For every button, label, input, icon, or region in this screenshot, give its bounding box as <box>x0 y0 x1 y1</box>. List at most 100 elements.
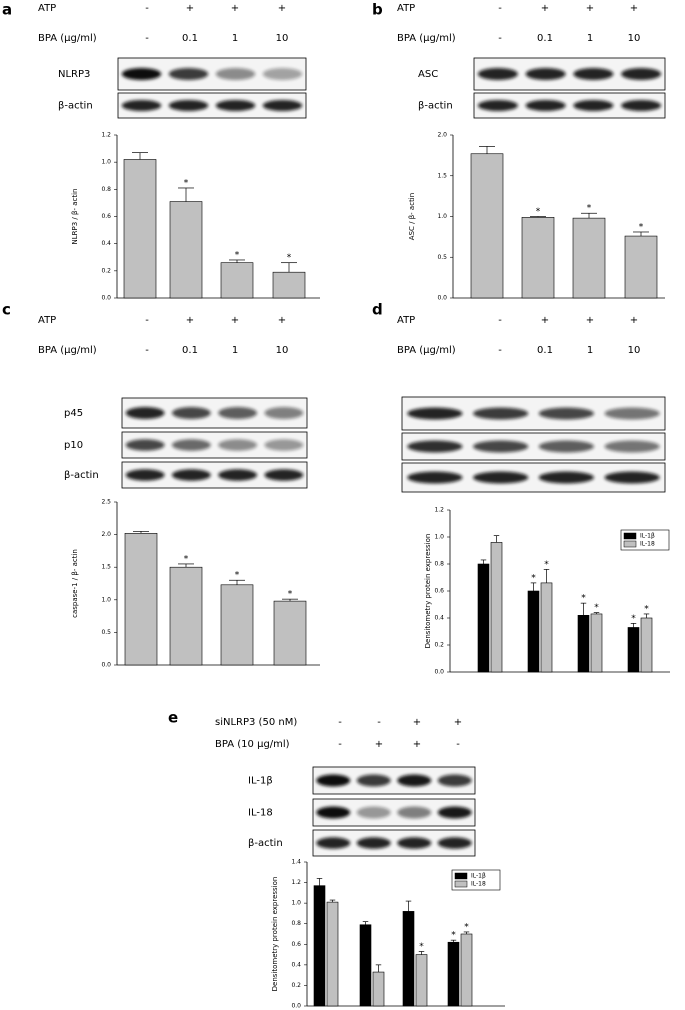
error-bar <box>418 951 425 955</box>
band-label: β-actin <box>58 101 93 112</box>
blot-band <box>168 68 209 80</box>
bar <box>640 617 653 673</box>
error-bar <box>281 262 297 273</box>
y-tick-label: 0.8 <box>101 186 111 193</box>
y-tick-label: 1.2 <box>434 507 444 514</box>
error-bar <box>493 535 500 543</box>
blot-band <box>356 806 391 819</box>
y-tick-label: 0.8 <box>434 561 444 568</box>
blot-band <box>397 837 432 849</box>
y-tick-label: 1.0 <box>434 534 444 541</box>
blot-band <box>356 774 391 787</box>
legend-swatch <box>623 532 637 540</box>
blot-band <box>171 469 211 481</box>
blot-band <box>621 68 662 80</box>
bar <box>470 153 504 299</box>
condition-label: ATP <box>38 315 56 326</box>
blot-band <box>407 440 463 453</box>
condition-label: BPA (μg/ml) <box>38 33 97 44</box>
bar <box>527 590 540 673</box>
condition-value: 0.1 <box>537 33 553 44</box>
error-bar <box>479 146 495 154</box>
legend-swatch <box>454 872 468 880</box>
condition-value: + <box>375 739 383 750</box>
y-tick-label: 0.8 <box>291 920 301 927</box>
bar <box>577 614 590 673</box>
y-tick-label: 2.5 <box>101 499 111 506</box>
significance: * <box>464 922 469 932</box>
legend-label: IL-18 <box>471 881 486 888</box>
condition-value: + <box>586 315 594 326</box>
bar <box>220 262 254 299</box>
band-label: p45 <box>64 408 83 419</box>
y-tick-label: 1.4 <box>291 859 301 866</box>
significance: * <box>287 253 292 263</box>
error-bar <box>178 563 194 568</box>
panel-letter: a <box>2 1 12 19</box>
blot-band <box>604 407 660 420</box>
condition-label: siNLRP3 (50 nM) <box>215 717 297 728</box>
bar <box>169 201 203 299</box>
error-bar <box>405 900 412 912</box>
condition-value: + <box>454 717 462 728</box>
blot-band <box>171 407 211 419</box>
significance: * <box>184 178 189 188</box>
y-tick-label: 1.2 <box>291 879 301 886</box>
significance: * <box>594 603 599 613</box>
bar <box>123 159 157 299</box>
error-bar <box>133 530 149 534</box>
error-bar <box>132 152 148 160</box>
blot-band <box>316 806 351 819</box>
condition-value: + <box>413 717 421 728</box>
blot-band <box>125 407 165 419</box>
y-tick-label: 0.2 <box>101 267 111 274</box>
condition-label: ATP <box>38 3 56 14</box>
condition-value: + <box>186 3 194 14</box>
error-bar <box>643 613 650 618</box>
condition-value: + <box>278 3 286 14</box>
condition-value: 1 <box>232 345 238 356</box>
blot-band <box>215 68 256 80</box>
band-label: β-actin <box>248 838 283 849</box>
condition-value: - <box>145 315 149 326</box>
bar <box>460 933 473 1007</box>
condition-value: - <box>456 739 460 750</box>
error-bar <box>633 231 649 237</box>
error-bar <box>463 931 470 934</box>
y-tick-label: 0.2 <box>291 982 301 989</box>
band-label: IL-18 <box>248 808 273 819</box>
error-bar <box>229 259 245 263</box>
error-bar <box>580 602 587 616</box>
blot-band <box>473 471 529 484</box>
bar <box>124 532 158 666</box>
condition-value: - <box>377 717 381 728</box>
significance: * <box>639 222 644 232</box>
condition-label: BPA (μg/ml) <box>397 345 456 356</box>
bar <box>313 885 326 1007</box>
condition-value: - <box>338 739 342 750</box>
panel-letter: b <box>372 1 383 19</box>
condition-value: + <box>630 3 638 14</box>
y-tick-label: 0.0 <box>291 1003 301 1010</box>
bar <box>590 613 603 673</box>
error-bar <box>375 964 382 973</box>
significance: * <box>184 554 189 564</box>
y-tick-label: 0.4 <box>291 961 301 968</box>
y-tick-label: 0.0 <box>101 662 111 669</box>
bar <box>220 584 254 666</box>
y-tick-label: 1.5 <box>101 564 111 571</box>
significance: * <box>451 931 456 941</box>
bar <box>490 542 503 673</box>
legend-label: IL-18 <box>640 541 655 548</box>
error-bar <box>329 899 336 903</box>
legend-label: IL-1β <box>640 533 655 540</box>
blot-band <box>477 68 518 80</box>
y-tick-label: 0.5 <box>101 629 111 636</box>
condition-value: 0.1 <box>182 345 198 356</box>
blot-band <box>525 100 566 111</box>
condition-value: - <box>498 3 502 14</box>
significance: * <box>587 204 592 214</box>
condition-value: 1 <box>232 33 238 44</box>
blot-band <box>397 806 432 819</box>
condition-value: + <box>630 315 638 326</box>
